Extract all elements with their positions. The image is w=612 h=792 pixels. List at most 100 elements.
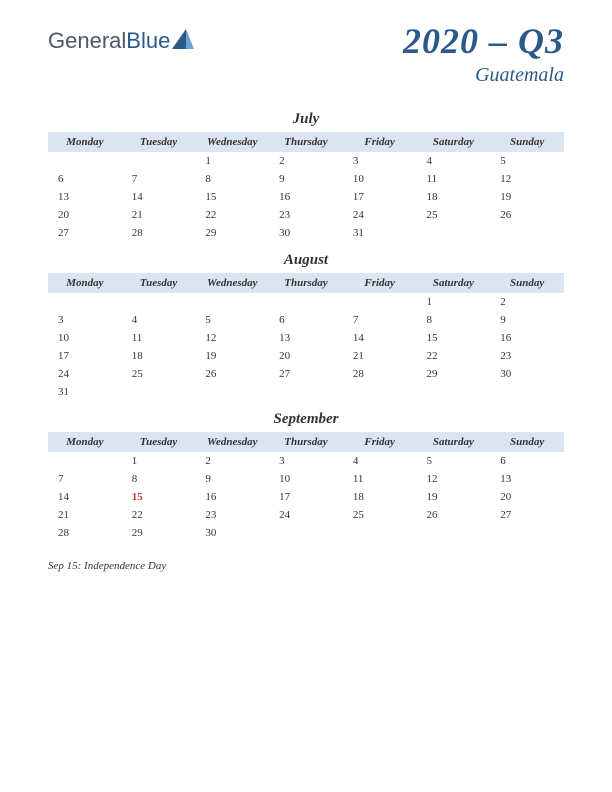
calendar-cell: 14 — [122, 188, 196, 206]
calendar-table: MondayTuesdayWednesdayThursdayFridaySatu… — [48, 432, 564, 542]
calendar-cell: 6 — [269, 311, 343, 329]
calendar-row: 123456 — [48, 452, 564, 470]
calendar-cell: 9 — [195, 470, 269, 488]
calendar-cell — [417, 524, 491, 542]
month-block: September MondayTuesdayWednesdayThursdayF… — [48, 411, 564, 542]
month-block: JulyMondayTuesdayWednesdayThursdayFriday… — [48, 111, 564, 242]
title-block: 2020 – Q3 Guatemala — [403, 20, 564, 87]
calendar-cell: 16 — [269, 188, 343, 206]
calendar-cell: 18 — [343, 488, 417, 506]
calendar-row: 78910111213 — [48, 470, 564, 488]
month-name: September — [48, 411, 564, 428]
day-header: Saturday — [417, 132, 491, 152]
calendar-cell — [490, 524, 564, 542]
calendar-cell: 8 — [417, 311, 491, 329]
calendar-cell: 20 — [269, 347, 343, 365]
calendar-cell: 11 — [343, 470, 417, 488]
calendar-cell: 21 — [48, 506, 122, 524]
calendar-cell: 19 — [195, 347, 269, 365]
calendar-cell: 5 — [417, 452, 491, 470]
calendar-cell — [195, 383, 269, 401]
calendar-cell: 14 — [48, 488, 122, 506]
calendar-cell: 24 — [269, 506, 343, 524]
page-title: 2020 – Q3 — [403, 20, 564, 62]
calendar-cell: 10 — [343, 170, 417, 188]
calendar-cell: 4 — [417, 152, 491, 170]
day-header: Friday — [343, 132, 417, 152]
calendar-cell: 23 — [195, 506, 269, 524]
calendar-cell: 31 — [343, 224, 417, 242]
calendar-cell: 2 — [269, 152, 343, 170]
calendar-cell: 6 — [48, 170, 122, 188]
calendar-row: 14151617181920 — [48, 488, 564, 506]
month-block: AugustMondayTuesdayWednesdayThursdayFrid… — [48, 252, 564, 401]
calendar-cell: 5 — [195, 311, 269, 329]
calendar-cell: 7 — [122, 170, 196, 188]
calendar-cell: 28 — [122, 224, 196, 242]
calendar-row: 10111213141516 — [48, 329, 564, 347]
calendar-container: July MondayTuesdayWednesdayThursdayFriday… — [48, 111, 564, 542]
page-subtitle: Guatemala — [403, 64, 564, 87]
calendar-cell: 5 — [490, 152, 564, 170]
calendar-cell: 25 — [343, 506, 417, 524]
header: GeneralBlue 2020 – Q3 Guatemala — [48, 20, 564, 87]
day-header: Tuesday — [122, 273, 196, 293]
calendar-cell: 30 — [490, 365, 564, 383]
day-header: Monday — [48, 432, 122, 452]
day-header: Tuesday — [122, 432, 196, 452]
calendar-cell: 11 — [122, 329, 196, 347]
day-header: Monday — [48, 132, 122, 152]
calendar-cell — [269, 293, 343, 311]
calendar-cell: 1 — [122, 452, 196, 470]
calendar-row: 2728293031 — [48, 224, 564, 242]
calendar-cell: 1 — [417, 293, 491, 311]
calendar-cell: 21 — [122, 206, 196, 224]
calendar-cell: 12 — [490, 170, 564, 188]
calendar-cell: 20 — [48, 206, 122, 224]
calendar-cell: 15 — [417, 329, 491, 347]
calendar-cell: 19 — [490, 188, 564, 206]
calendar-cell — [343, 524, 417, 542]
calendar-cell: 17 — [343, 188, 417, 206]
calendar-cell — [417, 383, 491, 401]
calendar-cell: 19 — [417, 488, 491, 506]
calendar-cell — [122, 293, 196, 311]
calendar-row: 21222324252627 — [48, 506, 564, 524]
calendar-cell: 18 — [417, 188, 491, 206]
calendar-cell: 26 — [490, 206, 564, 224]
calendar-row: 6789101112 — [48, 170, 564, 188]
calendar-cell: 31 — [48, 383, 122, 401]
day-header: Thursday — [269, 432, 343, 452]
calendar-cell: 13 — [269, 329, 343, 347]
calendar-cell: 16 — [195, 488, 269, 506]
calendar-cell — [417, 224, 491, 242]
calendar-cell: 30 — [269, 224, 343, 242]
calendar-cell: 11 — [417, 170, 491, 188]
day-header: Saturday — [417, 432, 491, 452]
calendar-cell: 22 — [122, 506, 196, 524]
month-name: July — [48, 111, 564, 128]
calendar-cell: 23 — [269, 206, 343, 224]
calendar-cell — [269, 383, 343, 401]
calendar-cell: 29 — [195, 224, 269, 242]
calendar-cell: 28 — [343, 365, 417, 383]
calendar-cell: 25 — [417, 206, 491, 224]
calendar-cell: 24 — [48, 365, 122, 383]
calendar-cell: 29 — [417, 365, 491, 383]
calendar-cell — [269, 524, 343, 542]
calendar-cell: 25 — [122, 365, 196, 383]
calendar-cell — [343, 383, 417, 401]
calendar-cell: 26 — [195, 365, 269, 383]
calendar-cell: 17 — [269, 488, 343, 506]
calendar-row: 282930 — [48, 524, 564, 542]
calendar-cell: 4 — [343, 452, 417, 470]
day-header: Thursday — [269, 132, 343, 152]
calendar-cell — [48, 293, 122, 311]
calendar-cell: 24 — [343, 206, 417, 224]
day-header: Monday — [48, 273, 122, 293]
calendar-cell: 2 — [195, 452, 269, 470]
calendar-cell: 29 — [122, 524, 196, 542]
calendar-row: 3456789 — [48, 311, 564, 329]
calendar-cell — [122, 152, 196, 170]
calendar-cell: 22 — [195, 206, 269, 224]
